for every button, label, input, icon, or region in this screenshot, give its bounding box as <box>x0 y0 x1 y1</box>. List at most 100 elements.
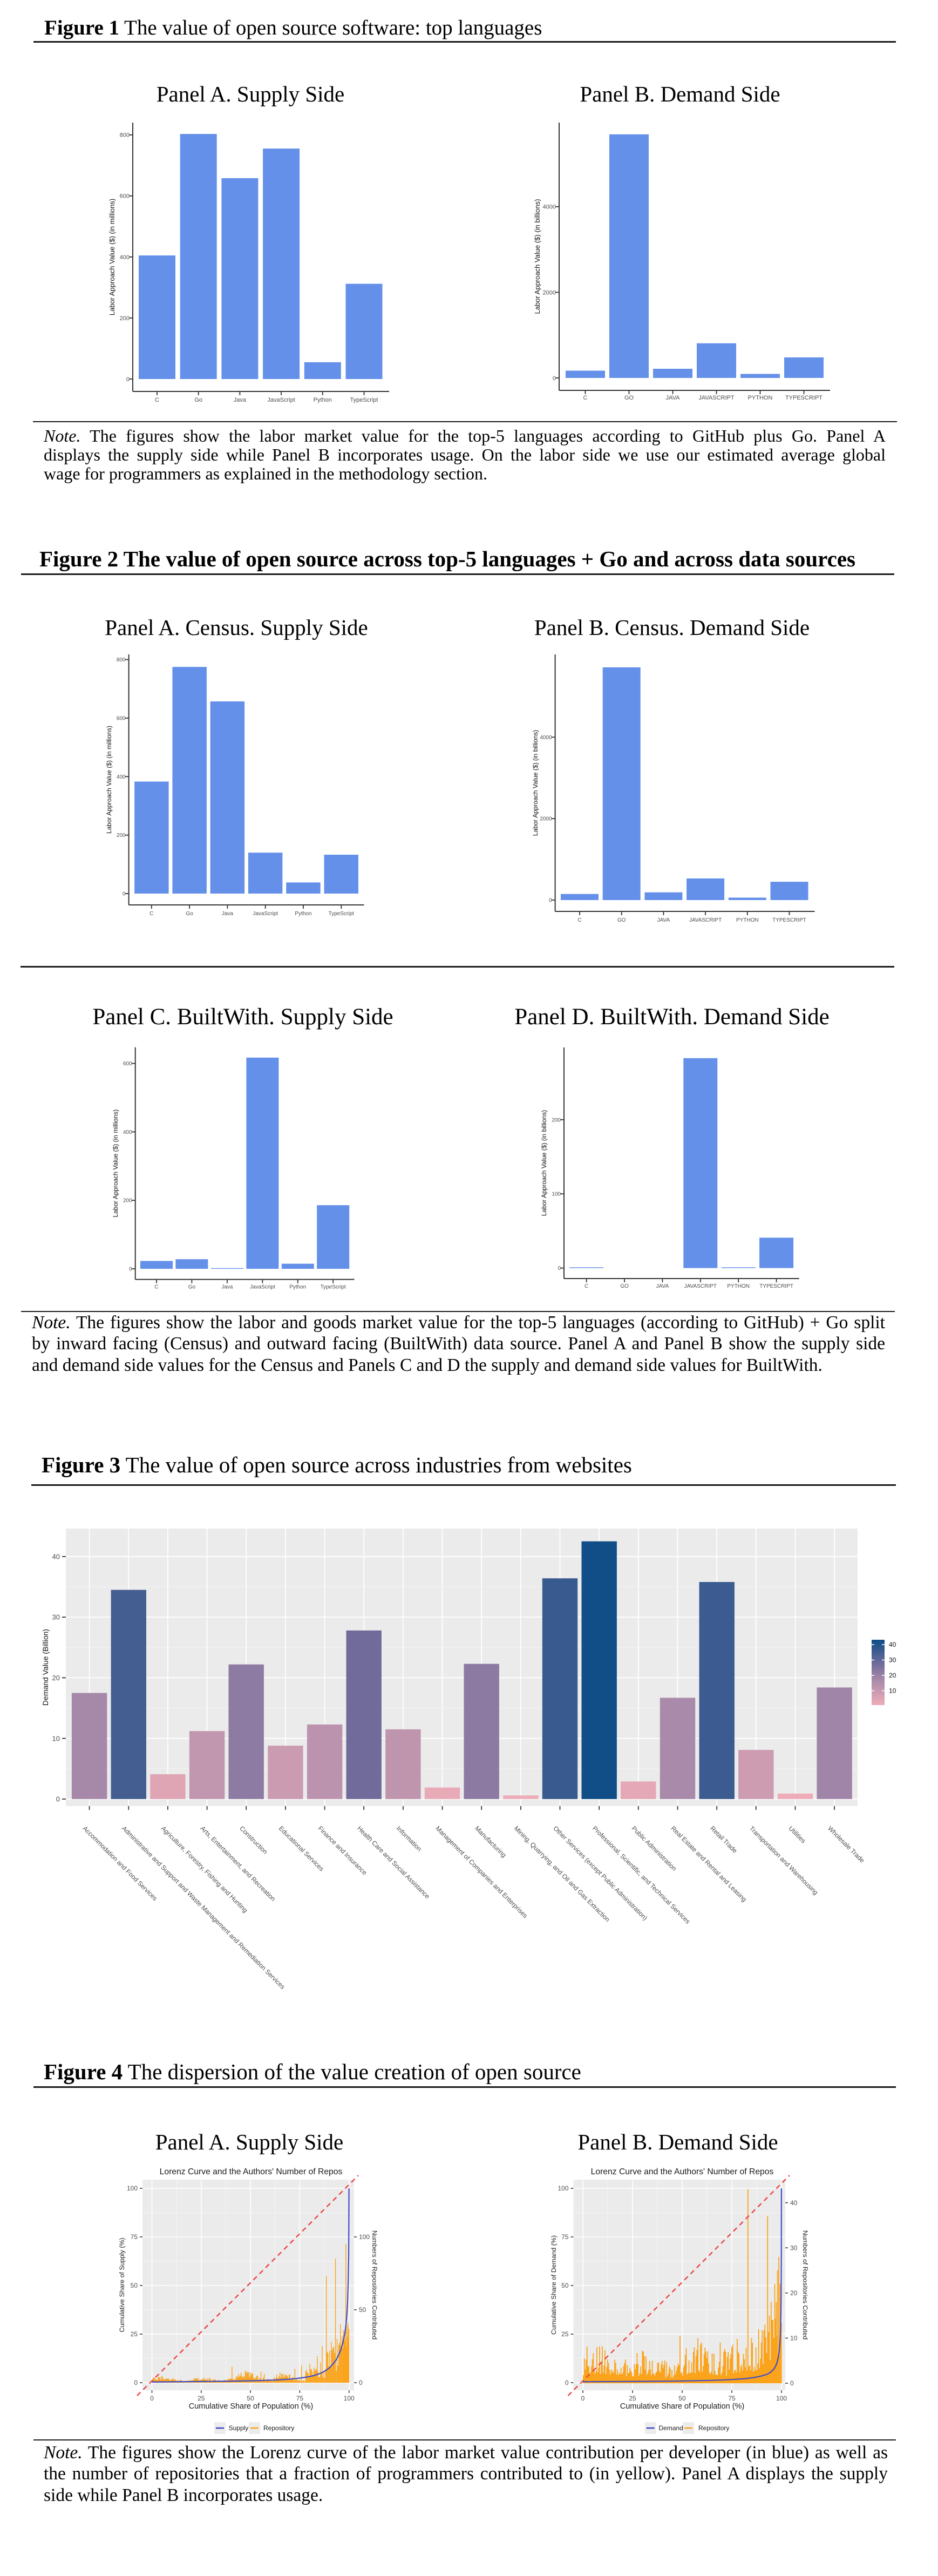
svg-text:Wholesale Trade: Wholesale Trade <box>826 1824 866 1864</box>
svg-text:100: 100 <box>344 2395 355 2402</box>
svg-text:0: 0 <box>581 2395 585 2402</box>
svg-text:800: 800 <box>117 657 126 663</box>
svg-text:50: 50 <box>247 2395 254 2402</box>
svg-text:100: 100 <box>558 2185 568 2192</box>
svg-text:JAVA: JAVA <box>656 1283 669 1289</box>
svg-text:Retail Trade: Retail Trade <box>709 1824 739 1855</box>
svg-text:0: 0 <box>126 376 130 383</box>
svg-text:TYPESCRIPT: TYPESCRIPT <box>772 917 806 923</box>
svg-text:Numbers of Repositories Contri: Numbers of Repositories Contributed <box>801 2230 809 2340</box>
svg-text:GO: GO <box>624 395 634 401</box>
svg-text:C: C <box>154 1284 158 1290</box>
svg-text:600: 600 <box>123 1061 132 1067</box>
svg-text:0: 0 <box>359 2379 363 2386</box>
svg-text:Health Care and Social Assista: Health Care and Social Assistance <box>356 1824 431 1900</box>
svg-text:75: 75 <box>728 2395 736 2402</box>
svg-text:0: 0 <box>134 2379 138 2386</box>
svg-text:25: 25 <box>198 2395 205 2402</box>
svg-text:JAVASCRIPT: JAVASCRIPT <box>684 1283 717 1289</box>
svg-text:75: 75 <box>131 2233 138 2241</box>
svg-text:0: 0 <box>558 1266 561 1272</box>
svg-text:Cumulative Share of Population: Cumulative Share of Population (%) <box>620 2402 745 2411</box>
svg-text:40: 40 <box>790 2199 798 2207</box>
svg-text:Lorenz Curve and the Authors': Lorenz Curve and the Authors' Number of … <box>591 2167 774 2176</box>
svg-text:100: 100 <box>127 2185 138 2192</box>
svg-text:50: 50 <box>561 2282 569 2289</box>
svg-text:JAVA: JAVA <box>657 917 670 923</box>
svg-text:30: 30 <box>790 2244 798 2252</box>
svg-text:2000: 2000 <box>543 289 556 296</box>
svg-text:0: 0 <box>565 2379 569 2386</box>
svg-text:Go: Go <box>194 397 202 403</box>
svg-text:Cumulative Share of Supply (%): Cumulative Share of Supply (%) <box>118 2238 126 2332</box>
svg-text:TypeScript: TypeScript <box>350 397 378 403</box>
svg-text:Labor Approach Value ($) (in m: Labor Approach Value ($) (in millions) <box>105 726 113 834</box>
svg-text:Cumulative Share of Demand (%): Cumulative Share of Demand (%) <box>550 2235 558 2335</box>
svg-text:Labor Approach Value ($) (in b: Labor Approach Value ($) (in billions) <box>533 199 541 314</box>
svg-text:0: 0 <box>549 898 552 904</box>
svg-text:C: C <box>155 397 159 403</box>
svg-text:200: 200 <box>552 1117 561 1123</box>
svg-text:200: 200 <box>120 315 130 322</box>
svg-text:25: 25 <box>131 2330 138 2338</box>
svg-text:2000: 2000 <box>540 816 552 822</box>
svg-text:Agriculture, Forestry, Fishing: Agriculture, Forestry, Fishing and Hunti… <box>160 1824 249 1914</box>
svg-text:25: 25 <box>561 2330 569 2338</box>
svg-text:Labor Approach Value ($) (in b: Labor Approach Value ($) (in billions) <box>540 1110 548 1216</box>
svg-text:Utilities: Utilities <box>787 1824 807 1844</box>
svg-text:800: 800 <box>120 132 130 139</box>
svg-text:75: 75 <box>561 2233 569 2241</box>
svg-text:JavaScript: JavaScript <box>253 911 278 917</box>
svg-text:10: 10 <box>52 1734 60 1742</box>
svg-text:TypeScript: TypeScript <box>329 911 354 917</box>
svg-text:Information: Information <box>395 1824 423 1852</box>
svg-text:Construction: Construction <box>238 1824 269 1856</box>
svg-text:0: 0 <box>553 375 556 382</box>
svg-text:20: 20 <box>52 1674 60 1682</box>
svg-text:C: C <box>577 917 581 923</box>
svg-text:TYPESCRIPT: TYPESCRIPT <box>785 395 823 401</box>
svg-text:30: 30 <box>52 1613 60 1621</box>
svg-text:Supply: Supply <box>229 2424 249 2432</box>
svg-text:Go: Go <box>188 1284 196 1290</box>
svg-text:50: 50 <box>359 2306 366 2314</box>
svg-text:JavaScript: JavaScript <box>250 1284 275 1290</box>
svg-text:200: 200 <box>123 1198 132 1204</box>
svg-text:20: 20 <box>889 1672 896 1679</box>
svg-text:JAVASCRIPT: JAVASCRIPT <box>698 395 734 401</box>
svg-text:PYTHON: PYTHON <box>727 1283 750 1289</box>
svg-text:Python: Python <box>295 911 311 917</box>
svg-text:JavaScript: JavaScript <box>267 397 295 403</box>
svg-text:100: 100 <box>359 2233 370 2241</box>
svg-text:Lorenz Curve and the Authors': Lorenz Curve and the Authors' Number of … <box>160 2167 343 2176</box>
svg-text:C: C <box>149 911 153 917</box>
svg-text:600: 600 <box>117 716 126 722</box>
svg-text:Transportation and Warehousing: Transportation and Warehousing <box>748 1824 820 1896</box>
svg-text:10: 10 <box>790 2335 798 2342</box>
svg-text:75: 75 <box>296 2395 304 2402</box>
svg-text:400: 400 <box>117 774 126 780</box>
svg-text:30: 30 <box>889 1657 896 1664</box>
svg-text:JAVASCRIPT: JAVASCRIPT <box>689 917 722 923</box>
svg-text:0: 0 <box>150 2395 154 2402</box>
svg-text:10: 10 <box>889 1687 896 1695</box>
svg-text:C: C <box>583 395 588 401</box>
svg-text:Repository: Repository <box>263 2424 294 2432</box>
svg-text:Numbers of Repositories Contri: Numbers of Repositories Contributed <box>371 2230 378 2340</box>
svg-text:Python: Python <box>314 397 332 403</box>
svg-text:200: 200 <box>117 833 126 839</box>
svg-text:Accommodation and Food Service: Accommodation and Food Services <box>81 1824 159 1902</box>
svg-text:PYTHON: PYTHON <box>748 395 773 401</box>
svg-text:Manufacturing: Manufacturing <box>473 1824 508 1859</box>
svg-text:JAVA: JAVA <box>666 395 681 401</box>
svg-text:Demand Value (Billion): Demand Value (Billion) <box>41 1629 50 1706</box>
svg-text:TypeScript: TypeScript <box>321 1284 346 1290</box>
svg-text:600: 600 <box>120 193 130 200</box>
svg-text:Labor Approach Value ($) (in m: Labor Approach Value ($) (in millions) <box>112 1110 119 1218</box>
svg-text:Java: Java <box>234 397 247 403</box>
svg-text:Real Estate and Rental and Lea: Real Estate and Rental and Leasing <box>669 1824 748 1903</box>
svg-text:0: 0 <box>790 2379 794 2387</box>
svg-text:Cumulative Share of Population: Cumulative Share of Population (%) <box>189 2402 314 2411</box>
svg-text:Repository: Repository <box>698 2424 729 2432</box>
svg-text:C: C <box>584 1283 588 1289</box>
